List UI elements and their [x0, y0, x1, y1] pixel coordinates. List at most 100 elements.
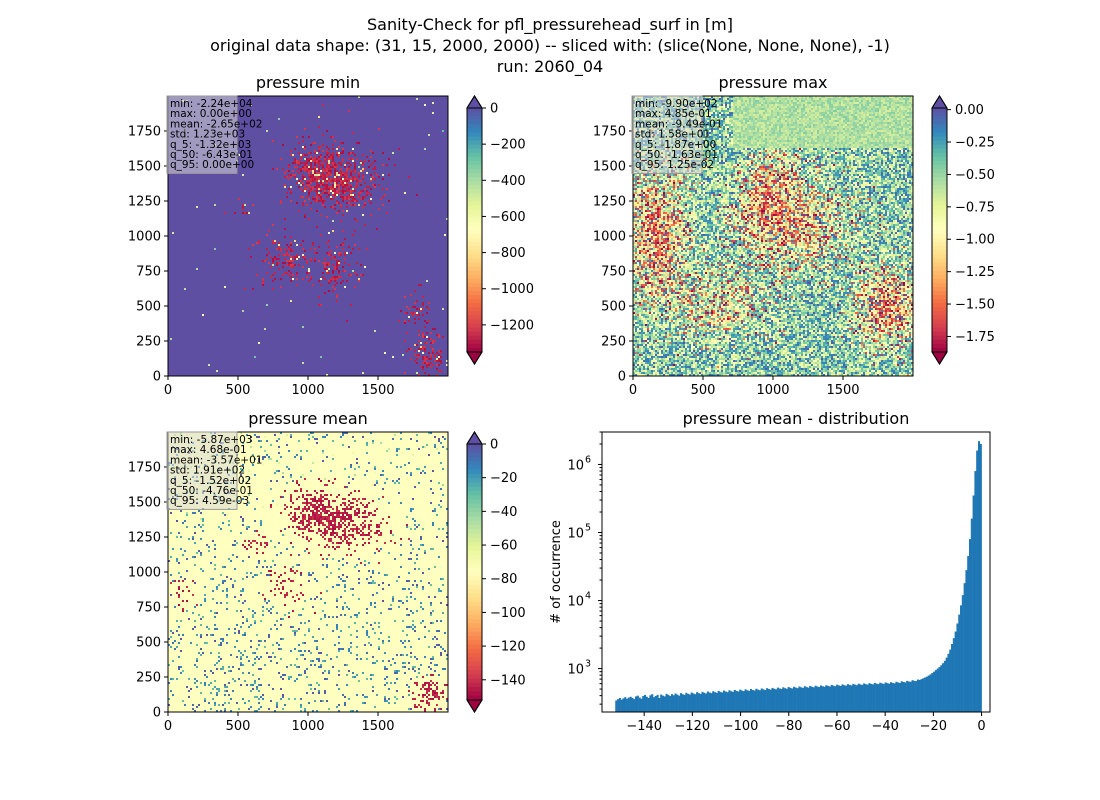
histogram-bar	[703, 692, 706, 712]
pressure-max-panel: pressure max 0 500 1000 1500 0 250 500 750 1000 12…	[593, 73, 995, 398]
colorbar-segment	[932, 217, 947, 223]
colorbar-tick-label: −600	[490, 210, 526, 225]
x-tick-label: −20	[920, 719, 947, 734]
y-tick-label: 0	[618, 370, 626, 385]
histogram-bar	[749, 689, 753, 712]
colorbar-tick-label: −200	[490, 138, 526, 153]
stats-line: std: 1.58e+01	[635, 129, 710, 141]
colorbar-tick-label: 0.00	[955, 103, 984, 118]
y-tick-label: 250	[136, 671, 161, 686]
histogram-bar	[762, 689, 765, 712]
colorbar-segment	[932, 230, 947, 235]
colorbar-segment	[467, 323, 482, 329]
panel-title: pressure mean	[248, 409, 368, 428]
histogram-bar	[943, 660, 946, 712]
histogram-bar	[827, 685, 830, 712]
colorbar-tick-label: 0	[490, 102, 498, 117]
colorbar-segment	[467, 682, 482, 688]
histogram-bar	[775, 689, 778, 712]
colorbar-segment	[467, 347, 482, 353]
histogram-bar	[726, 692, 729, 712]
histogram-bar	[870, 683, 873, 712]
histogram-bar	[864, 684, 867, 712]
histogram-bar	[855, 685, 858, 712]
colorbar-segment	[467, 563, 482, 569]
colorbar-segment	[932, 225, 947, 231]
histogram-bar	[949, 649, 952, 712]
colorbar-tick-label: −1.75	[955, 330, 995, 345]
panel-title: pressure mean - distribution	[683, 409, 910, 428]
histogram-bar	[739, 689, 742, 712]
histogram-bar	[642, 696, 645, 712]
colorbar-segment	[467, 221, 482, 227]
colorbar-tick-label: −0.25	[955, 136, 995, 151]
histogram-bar	[773, 688, 776, 712]
colorbar-tick-label: −60	[490, 539, 517, 554]
histogram-bar	[722, 690, 726, 712]
colorbar-segment	[467, 331, 482, 337]
colorbar-segment	[467, 335, 482, 341]
histogram-bar	[925, 676, 928, 712]
x-tick-label: 1000	[291, 719, 324, 734]
colorbar-segment	[932, 152, 947, 158]
colorbar-segment	[932, 311, 947, 316]
y-tick-label-base: 10	[567, 663, 584, 678]
colorbar-segment	[932, 197, 947, 203]
histogram-bar	[679, 693, 682, 712]
colorbar-outline	[931, 95, 948, 365]
histogram-bar	[706, 691, 709, 712]
colorbar-segment	[467, 124, 482, 129]
colorbar-segment	[932, 339, 947, 345]
colorbar-segment	[467, 691, 482, 697]
histogram-bar	[618, 697, 621, 712]
colorbar-segment	[467, 164, 482, 170]
colorbar-segment	[467, 152, 482, 158]
colorbar-tick-label: −80	[490, 572, 517, 587]
histogram-bar	[697, 693, 700, 712]
y-tick-label-exponent: 4	[585, 591, 591, 602]
colorbar-segment	[467, 525, 482, 530]
stats-line: q_95: 1.25e-02	[635, 159, 714, 171]
y-tick-label: 500	[136, 636, 161, 651]
colorbar-segment	[467, 529, 482, 535]
colorbar-segment	[467, 614, 482, 620]
colorbar-segment	[932, 120, 947, 125]
y-axis-label: # of occurrence	[549, 520, 564, 624]
histogram-bar	[942, 663, 945, 712]
histogram-bar	[839, 685, 842, 712]
colorbar-segment	[467, 610, 482, 616]
y-tick-label: 0	[153, 706, 161, 721]
x-tick-label: 1000	[291, 383, 324, 398]
colorbar-segment	[467, 201, 482, 207]
colorbar-segment	[467, 282, 482, 288]
x-tick-label: 1500	[361, 719, 394, 734]
stats-line: min: -2.24e+04	[170, 98, 253, 110]
stats-box	[166, 95, 238, 174]
histogram-bar	[771, 687, 774, 712]
colorbar-segment	[467, 238, 482, 243]
histogram-bar	[784, 688, 787, 712]
histogram-bar	[789, 687, 792, 712]
stats-line: mean: -2.65e+02	[170, 118, 262, 130]
histogram-bar	[681, 694, 684, 712]
histogram-bar	[933, 671, 936, 712]
histogram-bar	[717, 690, 720, 712]
y-tick-label: 1750	[593, 125, 626, 140]
colorbar-segment	[467, 286, 482, 292]
histogram-bar	[760, 688, 763, 712]
colorbar-segment	[467, 250, 482, 255]
histogram-bar	[635, 696, 638, 712]
x-tick-label: 1500	[826, 383, 859, 398]
histogram-bar	[857, 683, 860, 712]
histogram-bar	[875, 683, 878, 712]
colorbar-segment	[467, 486, 482, 492]
histogram-bar	[850, 685, 853, 712]
colorbar-segment	[467, 140, 482, 146]
histogram-bar	[974, 471, 977, 712]
colorbar-segment	[467, 469, 482, 475]
histogram-bar	[947, 653, 950, 712]
colorbar-tick-label: −0.75	[955, 200, 995, 215]
colorbar-segment	[467, 181, 482, 186]
histogram-bar	[744, 689, 747, 712]
colorbar-tick-label: −800	[490, 246, 526, 261]
